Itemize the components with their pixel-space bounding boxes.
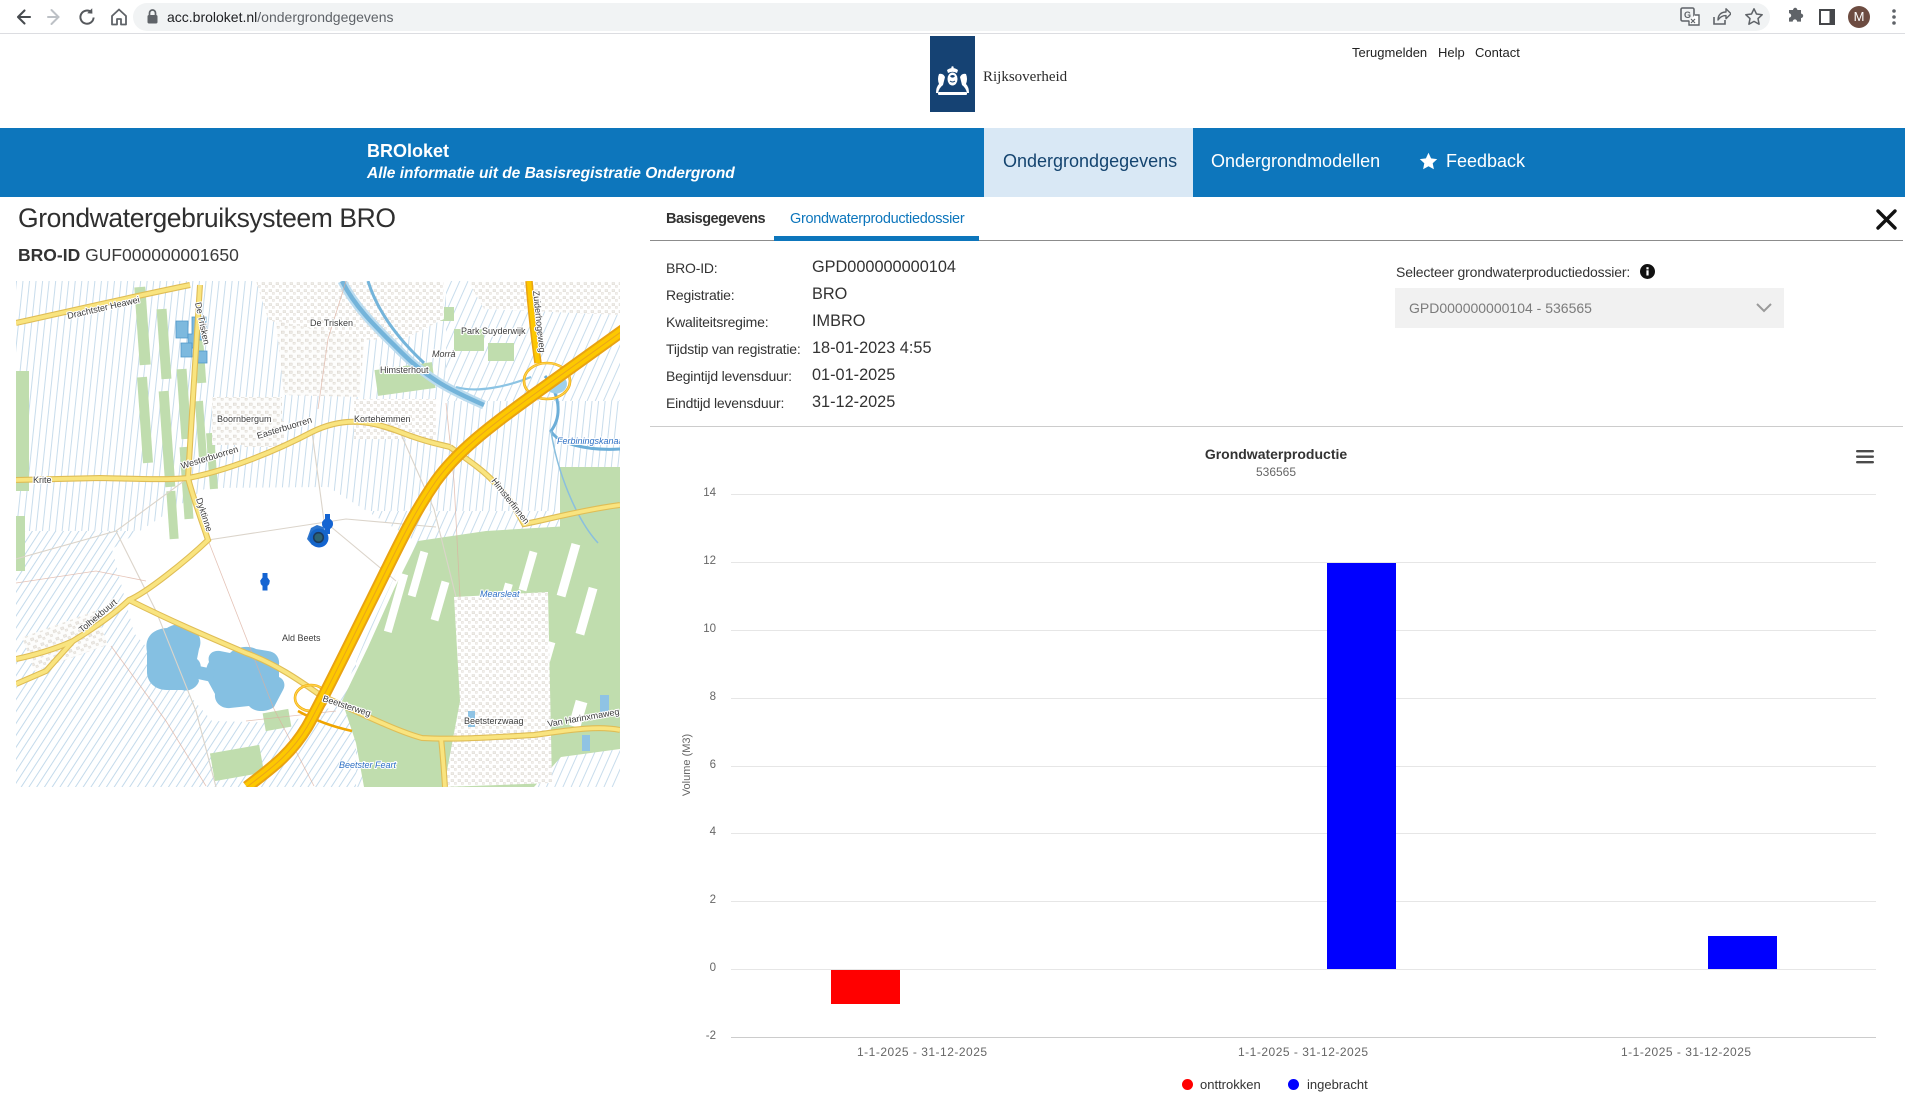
- svg-text:Morrà: Morrà: [432, 349, 456, 359]
- svg-text:Beetster Feart: Beetster Feart: [339, 760, 397, 770]
- svg-text:Beetsterzwaag: Beetsterzwaag: [464, 716, 524, 726]
- svg-text:De Trisken: De Trisken: [310, 318, 353, 328]
- svg-text:G: G: [1684, 10, 1691, 20]
- svg-text:Ald Beets: Ald Beets: [282, 633, 321, 643]
- svg-text:Mearsleat: Mearsleat: [480, 589, 520, 599]
- svg-text:Kortehemmen: Kortehemmen: [354, 414, 411, 424]
- svg-text:Boornbergum: Boornbergum: [217, 414, 272, 424]
- svg-text:Park Suyderwijk: Park Suyderwijk: [461, 326, 526, 336]
- svg-text:Himsterhout: Himsterhout: [380, 365, 429, 375]
- svg-text:Ferbiningskanaal: Ferbiningskanaal: [557, 436, 620, 446]
- svg-text:Krite: Krite: [33, 475, 52, 485]
